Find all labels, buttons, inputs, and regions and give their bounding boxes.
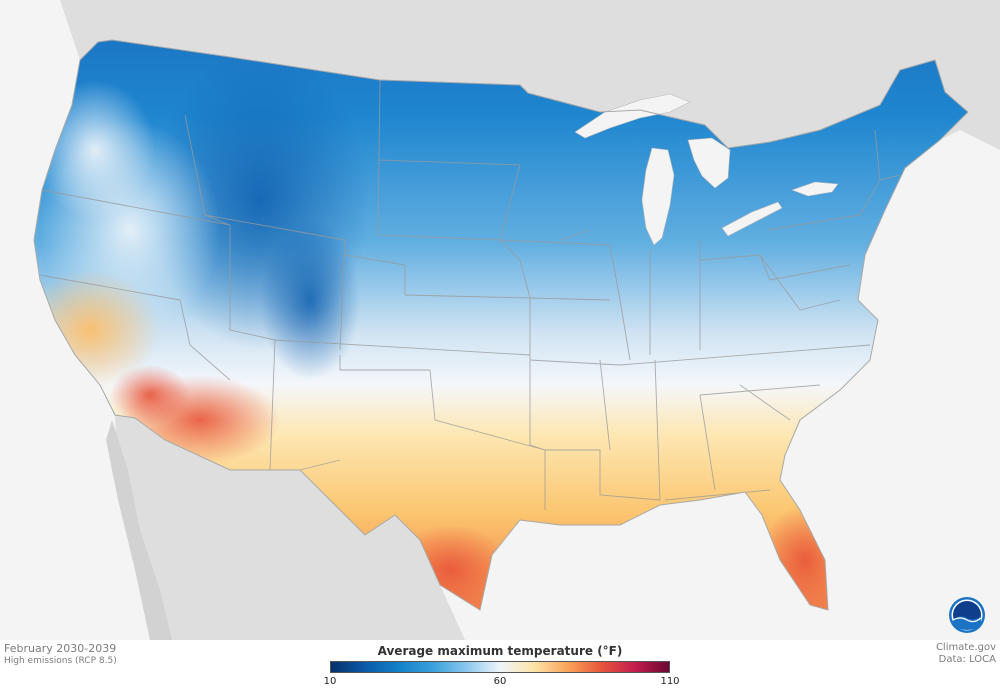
lake-superior	[574, 93, 691, 139]
mexico-landmass	[115, 415, 465, 640]
lake-ontario	[791, 181, 839, 197]
map-canvas	[33, 0, 1000, 640]
map-footer: February 2030-2039 High emissions (RCP 8…	[0, 640, 1000, 690]
baja-peninsula	[106, 420, 172, 640]
data-credit: Data: LOCA	[938, 654, 996, 665]
map-caption: February 2030-2039 High emissions (RCP 8…	[4, 642, 117, 667]
lake-erie	[721, 201, 783, 237]
legend-tick-min: 10	[323, 676, 337, 687]
legend-tick-max: 110	[660, 676, 680, 687]
noaa-logo	[948, 596, 986, 634]
temperature-map	[33, 0, 1000, 640]
state-boundaries	[39, 79, 901, 510]
scenario-label: High emissions (RCP 8.5)	[4, 656, 117, 666]
legend-title: Average maximum temperature (°F)	[377, 644, 623, 658]
credits: Climate.gov Data: LOCA	[936, 642, 996, 666]
us-outline	[33, 39, 969, 611]
lake-michigan	[641, 147, 675, 246]
period-label: February 2030-2039	[4, 642, 117, 655]
legend-color-bar	[330, 661, 670, 673]
source-credit: Climate.gov	[935, 642, 996, 653]
legend-tick-mid: 60	[493, 676, 507, 687]
lake-huron	[687, 137, 731, 189]
great-lakes	[574, 93, 839, 246]
